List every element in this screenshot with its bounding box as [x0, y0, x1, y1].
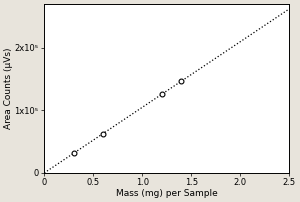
X-axis label: Mass (mg) per Sample: Mass (mg) per Sample [116, 189, 218, 198]
Y-axis label: Area Counts (μVs): Area Counts (μVs) [4, 48, 13, 129]
